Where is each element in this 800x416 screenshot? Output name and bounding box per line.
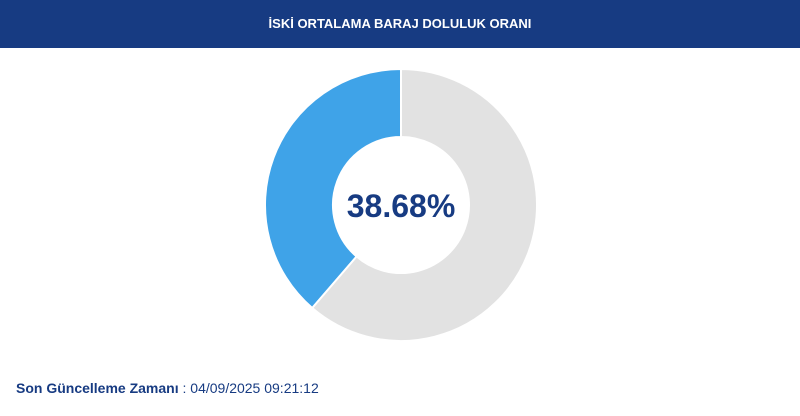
chart-title: İSKİ ORTALAMA BARAJ DOLULUK ORANI bbox=[0, 0, 800, 48]
update-label: Son Güncelleme Zamanı bbox=[16, 380, 179, 396]
footer: Son Güncelleme Zamanı : 04/09/2025 09:21… bbox=[16, 380, 319, 396]
chart: 38.68% bbox=[264, 67, 538, 342]
donut-slice bbox=[264, 67, 402, 310]
donut-slice bbox=[310, 67, 538, 342]
update-value: : 04/09/2025 09:21:12 bbox=[182, 380, 319, 396]
center-label: 38.68% bbox=[347, 188, 456, 224]
